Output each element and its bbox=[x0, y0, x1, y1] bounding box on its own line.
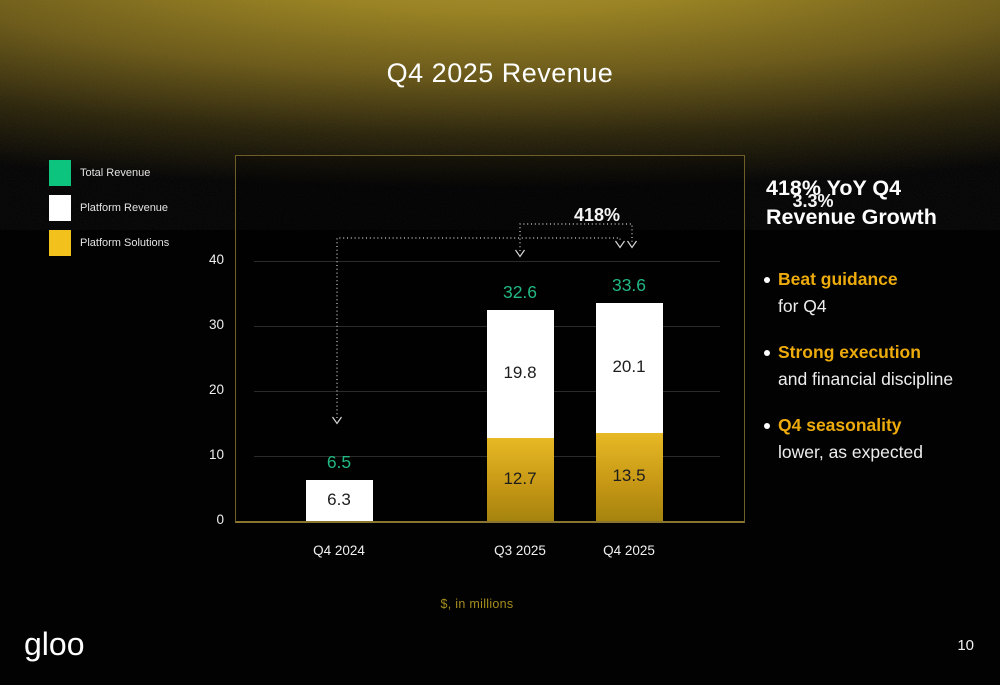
bullet-q4-seasonality: Q4 seasonality lower, as expected bbox=[764, 412, 989, 466]
bullet-highlight: Q4 seasonality bbox=[778, 415, 902, 435]
y-tick-label: 10 bbox=[208, 447, 224, 462]
gloo-logo: gloo bbox=[24, 626, 85, 662]
y-tick-label: 40 bbox=[208, 252, 224, 267]
legend-swatch-green bbox=[49, 160, 71, 186]
bullet-rest: lower, as expected bbox=[778, 442, 923, 462]
bullet-rest: for Q4 bbox=[778, 296, 827, 316]
segment-platform-solutions: 13.5 bbox=[595, 433, 663, 521]
annotation-418-label: 418% bbox=[573, 205, 621, 225]
legend-swatch-white bbox=[49, 195, 71, 221]
bullet-dot-icon bbox=[764, 277, 770, 283]
units-note: $, in millions bbox=[440, 597, 514, 611]
y-axis: 0 10 20 30 40 bbox=[164, 155, 224, 527]
legend-label: Total Revenue bbox=[80, 167, 151, 179]
legend-label: Platform Revenue bbox=[80, 202, 169, 214]
insight-heading: 418% YoY Q4 Revenue Growth bbox=[766, 174, 937, 232]
bar-q3-2025: 12.7 19.8 32.6 bbox=[486, 282, 554, 521]
bullet-dot-icon bbox=[764, 423, 770, 429]
y-tick-label: 30 bbox=[208, 317, 224, 332]
segment-platform-revenue: 19.8 bbox=[486, 309, 554, 439]
bar-value-label: 13.5 bbox=[612, 466, 646, 486]
bar-q4-2024: 6.3 6.5 bbox=[305, 452, 373, 521]
bar-value-label: 6.3 bbox=[327, 489, 351, 509]
segment-platform-revenue: 6.3 bbox=[305, 480, 373, 521]
bullet-rest: and financial discipline bbox=[778, 369, 954, 389]
segment-platform-revenue: 20.1 bbox=[595, 302, 663, 434]
insight-heading-line1: 418% YoY Q4 bbox=[766, 176, 902, 200]
segment-platform-solutions: 12.7 bbox=[486, 438, 554, 521]
bullet-highlight: Beat guidance bbox=[778, 269, 898, 289]
insight-heading-line2: Revenue Growth bbox=[766, 205, 937, 229]
growth-annotation-arrows bbox=[332, 223, 637, 425]
bar-value-label: 12.7 bbox=[503, 468, 537, 488]
bullet-highlight: Strong execution bbox=[778, 342, 921, 362]
total-revenue-label: 6.5 bbox=[326, 452, 352, 473]
bullet-dot-icon bbox=[764, 350, 770, 356]
chart-area: 6.3 6.5 12.7 19.8 32.6 13.5 20.1 33.6 418% 3.3% bbox=[235, 155, 834, 523]
bar-q4-2025: 13.5 20.1 33.6 bbox=[595, 275, 663, 521]
page-number: 10 bbox=[957, 637, 974, 654]
total-revenue-label: 32.6 bbox=[502, 281, 538, 302]
y-tick-label: 20 bbox=[208, 382, 224, 397]
x-label-q4-2024: Q4 2024 bbox=[313, 543, 365, 558]
bar-value-label: 20.1 bbox=[612, 357, 646, 377]
x-label-q3-2025: Q3 2025 bbox=[494, 543, 546, 558]
annotation-3-3-label: 3.3% bbox=[792, 191, 834, 211]
gridline bbox=[254, 261, 720, 262]
bar-value-label: 19.8 bbox=[503, 363, 537, 383]
bullet-strong-execution: Strong execution and financial disciplin… bbox=[764, 339, 989, 393]
y-tick-label: 0 bbox=[216, 512, 224, 527]
legend-label: Platform Solutions bbox=[80, 237, 170, 249]
x-label-q4-2025: Q4 2025 bbox=[603, 543, 655, 558]
bullet-beat-guidance: Beat guidance for Q4 bbox=[764, 266, 989, 320]
insight-bullets: Beat guidance for Q4 Strong execution an… bbox=[764, 266, 989, 485]
total-revenue-label: 33.6 bbox=[611, 274, 647, 295]
page-title: Q4 2025 Revenue bbox=[386, 58, 614, 88]
legend-swatch-gold bbox=[49, 230, 71, 256]
